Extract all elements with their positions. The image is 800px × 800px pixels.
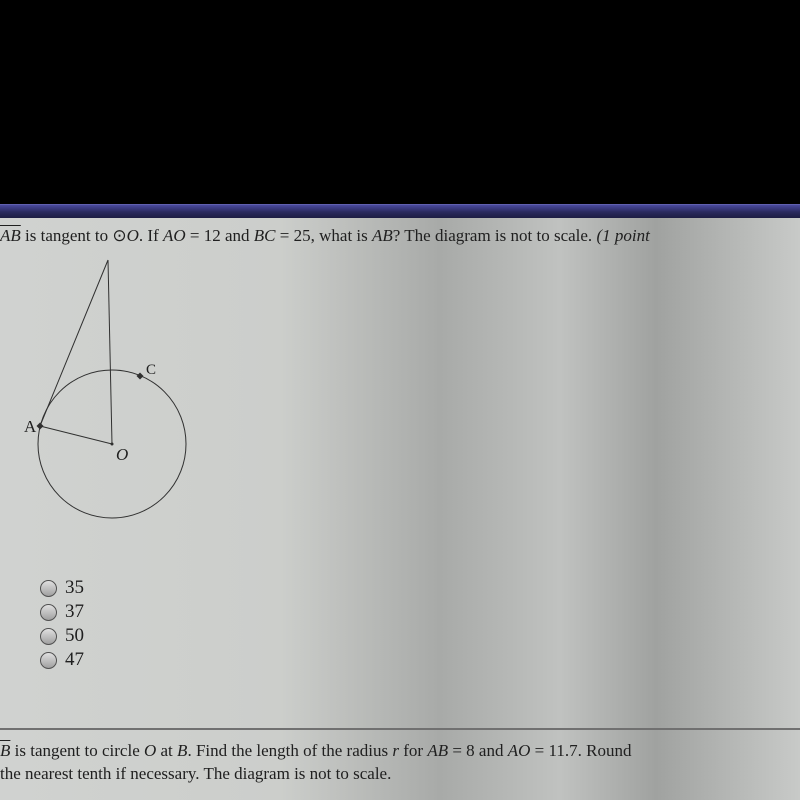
- question-2-text: B is tangent to circle O at B. Find the …: [0, 728, 800, 786]
- option-47[interactable]: 47: [40, 648, 84, 672]
- label-O: O: [116, 445, 128, 464]
- option-37[interactable]: 37: [40, 600, 84, 624]
- question-1-text: AB is tangent to ⊙O. If AO = 12 and BC =…: [0, 226, 800, 246]
- label-B: B: [103, 254, 114, 258]
- radio-icon[interactable]: [40, 628, 57, 645]
- content-area: AB is tangent to ⊙O. If AO = 12 and BC =…: [0, 218, 800, 800]
- top-black-region: [0, 0, 800, 218]
- label-A: A: [24, 417, 37, 436]
- answer-options: 35 37 50 47: [40, 576, 84, 672]
- label-C: C: [146, 362, 156, 378]
- line-AO: [40, 426, 112, 444]
- point-A-marker: [37, 423, 44, 430]
- window-title-bar: [0, 204, 800, 219]
- line-OB: [108, 260, 112, 444]
- radio-icon[interactable]: [40, 580, 57, 597]
- radio-icon[interactable]: [40, 604, 57, 621]
- radio-icon[interactable]: [40, 652, 57, 669]
- segment-AB: AB: [0, 226, 21, 245]
- line-AB: [40, 260, 108, 426]
- segment-B: B: [0, 741, 10, 760]
- point-O-marker: [111, 443, 114, 446]
- geometry-diagram: B A C O: [0, 254, 230, 534]
- option-35[interactable]: 35: [40, 576, 84, 600]
- option-50[interactable]: 50: [40, 624, 84, 648]
- point-C-marker: [137, 373, 144, 380]
